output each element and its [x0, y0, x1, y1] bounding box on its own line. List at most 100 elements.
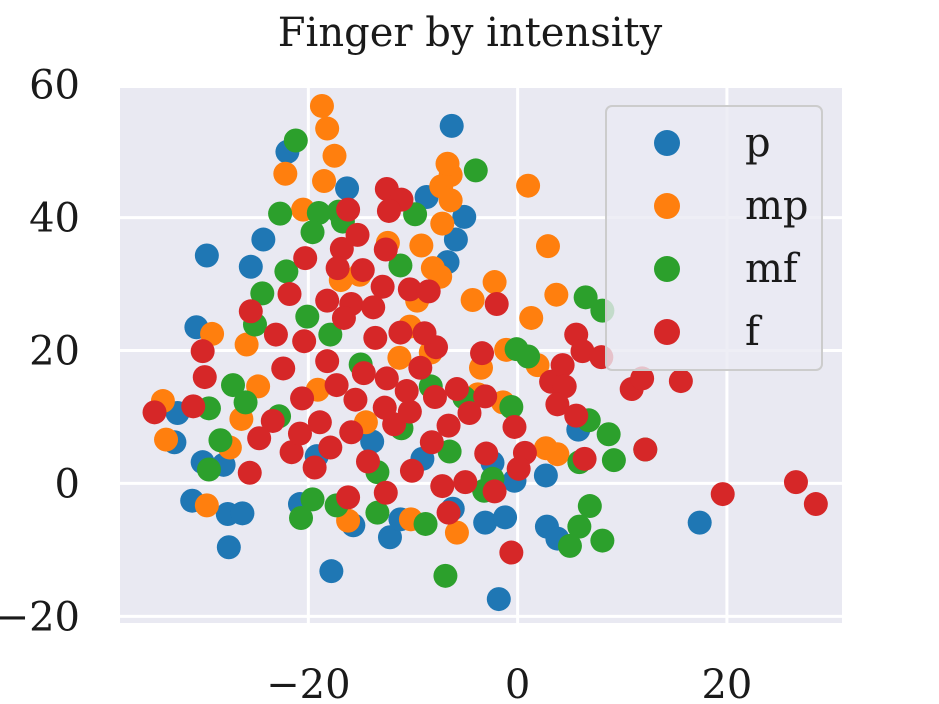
data-point	[372, 395, 397, 420]
data-point	[443, 227, 468, 252]
data-point	[289, 505, 314, 530]
data-point	[570, 339, 595, 364]
data-point	[388, 253, 413, 278]
data-point	[482, 270, 507, 295]
data-point	[271, 356, 296, 381]
data-point	[345, 222, 370, 247]
data-point	[315, 288, 340, 313]
data-point	[436, 413, 461, 438]
data-point	[516, 344, 541, 369]
data-point	[302, 455, 327, 480]
data-point	[300, 220, 325, 245]
x-tick-label: 0	[505, 662, 530, 704]
legend-label: mp	[745, 183, 809, 229]
data-point	[803, 492, 828, 517]
data-points	[142, 93, 828, 612]
data-point	[419, 430, 444, 455]
data-point	[630, 366, 655, 391]
data-point	[238, 299, 263, 324]
data-point	[230, 501, 255, 526]
data-point	[453, 470, 478, 495]
data-point	[295, 304, 320, 329]
data-point	[519, 305, 544, 330]
data-point	[250, 281, 275, 306]
data-point	[237, 460, 262, 485]
data-point	[422, 385, 447, 410]
data-point	[430, 211, 455, 236]
data-point	[572, 446, 597, 471]
data-point	[544, 282, 569, 307]
data-point	[463, 158, 488, 183]
data-point	[247, 426, 272, 451]
data-point	[409, 233, 434, 258]
data-point	[329, 236, 354, 261]
data-point	[238, 254, 263, 279]
data-point	[373, 237, 398, 262]
tick-labels: −20 0 20 −20 0 20 40 60	[0, 63, 752, 704]
data-point	[493, 505, 518, 530]
data-point	[361, 295, 386, 320]
data-point	[550, 353, 575, 378]
data-point	[277, 282, 302, 307]
data-point	[268, 201, 293, 226]
legend-marker-mp	[654, 193, 680, 219]
data-point	[435, 151, 460, 176]
data-point	[360, 429, 385, 454]
data-point	[557, 533, 582, 558]
data-point	[192, 365, 217, 390]
data-point	[412, 321, 437, 346]
data-point	[545, 392, 570, 417]
data-point	[336, 485, 361, 510]
data-point	[318, 435, 343, 460]
data-point	[506, 456, 531, 481]
data-point	[601, 448, 626, 473]
data-point	[436, 500, 461, 525]
data-point	[343, 387, 368, 412]
data-point	[444, 377, 469, 402]
y-tick-label: 40	[29, 196, 80, 242]
data-point	[473, 510, 498, 535]
data-point	[273, 161, 298, 186]
data-point	[552, 374, 577, 399]
data-point	[190, 339, 215, 364]
data-point	[502, 414, 527, 439]
data-point	[577, 494, 602, 519]
data-point	[484, 291, 509, 316]
data-point	[260, 408, 285, 433]
data-point	[142, 400, 167, 425]
data-point	[473, 384, 498, 409]
data-point	[437, 439, 462, 464]
data-point	[399, 458, 424, 483]
data-point	[279, 440, 304, 465]
data-point	[370, 274, 395, 299]
y-tick-label: 0	[55, 461, 80, 507]
data-point	[516, 173, 541, 198]
legend: p mp mf f	[605, 105, 823, 371]
data-point	[331, 305, 356, 330]
data-point	[567, 514, 592, 539]
data-point	[457, 400, 482, 425]
data-point	[274, 259, 299, 284]
legend-label: f	[745, 309, 763, 355]
data-point	[194, 243, 219, 268]
data-point	[783, 470, 808, 495]
data-point	[439, 113, 464, 138]
data-point	[233, 390, 258, 415]
x-tick-label: 20	[701, 662, 752, 704]
data-point	[351, 361, 376, 386]
data-point	[387, 345, 412, 370]
legend-marker-p	[654, 130, 680, 156]
data-point	[413, 511, 438, 536]
data-point	[154, 427, 179, 452]
data-point	[300, 487, 325, 512]
data-point	[416, 279, 441, 304]
data-point	[325, 256, 350, 281]
data-point	[433, 563, 458, 588]
data-point	[388, 320, 413, 345]
data-point	[307, 410, 332, 435]
data-point	[545, 442, 570, 467]
data-point	[535, 234, 560, 259]
data-point	[668, 369, 693, 394]
data-point	[470, 341, 495, 366]
